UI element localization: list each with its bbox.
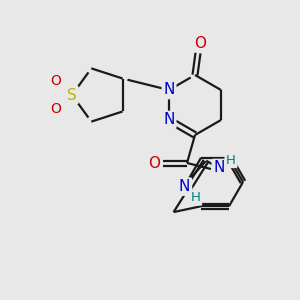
Text: O: O [51,102,62,116]
Text: N: N [213,160,225,175]
Text: N: N [179,179,190,194]
Text: O: O [51,74,62,88]
Text: N: N [163,82,175,98]
Text: S: S [67,88,77,103]
Text: H: H [226,154,236,166]
Text: O: O [148,155,160,170]
Text: O: O [194,35,206,50]
Text: N: N [163,112,175,128]
Text: H: H [191,191,201,204]
